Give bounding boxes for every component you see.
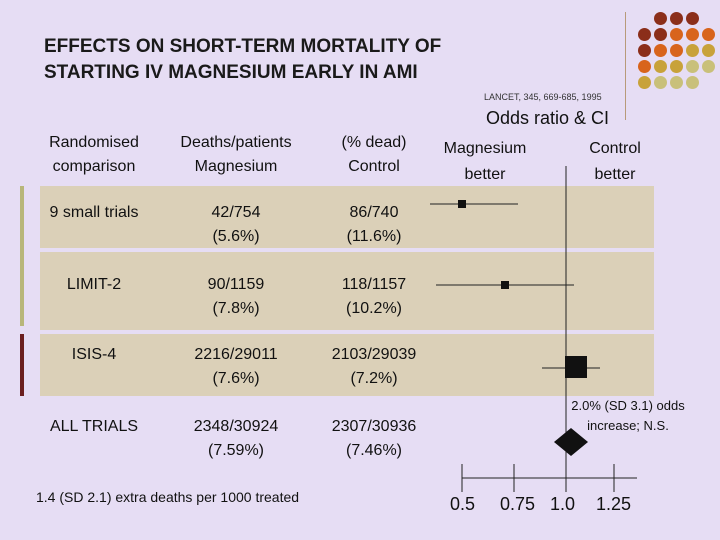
decorative-dot: [638, 44, 651, 57]
header-control: (% dead) Control: [316, 131, 432, 179]
decorative-dot: [638, 60, 651, 73]
control-percent: (7.46%): [345, 442, 403, 459]
footnote: 1.4 (SD 2.1) extra deaths per 1000 treat…: [36, 489, 300, 505]
control-count: 2307/30936: [331, 418, 417, 435]
all-trials-note-line-1: 2.0% (SD 3.1) odds: [571, 398, 685, 413]
header-deaths-line-2: Magnesium: [194, 158, 278, 175]
x-tick-label: 0.75: [500, 494, 536, 514]
estimate-marker-small-trials: [458, 200, 466, 208]
header-comparison: Randomised comparison: [36, 131, 152, 179]
control-percent: (7.2%): [350, 370, 398, 387]
title-line-2: STARTING IV MAGNESIUM EARLY IN AMI: [44, 62, 418, 83]
x-tick-label: 1.25: [596, 494, 632, 514]
magnesium-percent: (7.6%): [212, 370, 260, 387]
decorative-dot: [654, 44, 667, 57]
decorative-dot: [686, 44, 699, 57]
row-label-all-trials: ALL TRIALS: [49, 418, 139, 435]
decorative-dot: [702, 44, 715, 57]
decorative-dot: [654, 76, 667, 89]
control-better-line-2: better: [594, 166, 636, 183]
row-magnesium-small-trials: 42/754 (5.6%): [176, 201, 296, 249]
estimate-marker-isis-4: [565, 356, 587, 378]
vertical-divider-line: [625, 12, 626, 120]
estimate-diamond-all-trials: [554, 428, 588, 456]
row-control-all-trials: 2307/30936 (7.46%): [314, 415, 434, 463]
magnesium-count: 42/754: [211, 204, 261, 221]
row-label-limit-2: LIMIT-2: [66, 276, 122, 293]
row-magnesium-isis-4: 2216/29011 (7.6%): [176, 343, 296, 391]
magnesium-better-line-1: Magnesium: [443, 140, 527, 157]
all-trials-note-line-2: increase; N.S.: [587, 418, 669, 433]
estimate-marker-limit-2: [501, 281, 509, 289]
decorative-dot: [686, 60, 699, 73]
magnesium-count: 2216/29011: [194, 346, 278, 363]
control-percent: (10.2%): [345, 300, 403, 317]
row-label-isis-4: ISIS-4: [71, 346, 117, 363]
row-accent-bar-upper: [20, 186, 24, 326]
all-trials-note: 2.0% (SD 3.1) odds increase; N.S.: [570, 396, 686, 436]
decorative-dot: [670, 28, 683, 41]
decorative-dot: [686, 76, 699, 89]
decorative-dot: [654, 28, 667, 41]
row-band-isis-4: [40, 334, 654, 396]
magnesium-count: 90/1159: [207, 276, 265, 293]
decorative-dot: [670, 12, 683, 25]
row-label-small-trials: 9 small trials: [49, 204, 139, 221]
magnesium-percent: (5.6%): [212, 228, 260, 245]
row-band-limit-2: [40, 252, 654, 330]
header-magnesium-better: Magnesium better: [430, 136, 540, 188]
control-percent: (11.6%): [346, 228, 402, 245]
control-count: 86/740: [349, 204, 399, 221]
row-control-limit-2: 118/1157 (10.2%): [314, 273, 434, 321]
magnesium-better-line-2: better: [464, 166, 506, 183]
header-control-better: Control better: [570, 136, 660, 188]
row-accent-bar-lower: [20, 334, 24, 396]
row-magnesium-limit-2: 90/1159 (7.8%): [176, 273, 296, 321]
decorative-dot: [686, 12, 699, 25]
title-line-1: EFFECTS ON SHORT-TERM MORTALITY OF: [44, 36, 442, 57]
decorative-dot: [702, 60, 715, 73]
decorative-dot: [670, 76, 683, 89]
header-deaths-line-1: Deaths/patients: [180, 134, 292, 151]
control-better-line-1: Control: [589, 140, 641, 157]
row-control-small-trials: 86/740 (11.6%): [314, 201, 434, 249]
decorative-dot: [686, 28, 699, 41]
row-band-small-trials: [40, 186, 654, 248]
decorative-dot: [638, 28, 651, 41]
magnesium-percent: (7.59%): [207, 442, 265, 459]
decorative-dot: [670, 60, 683, 73]
control-count: 118/1157: [341, 276, 407, 293]
header-comparison-line-2: comparison: [52, 158, 136, 175]
page-title: EFFECTS ON SHORT-TERM MORTALITY OF START…: [44, 34, 604, 86]
magnesium-count: 2348/30924: [193, 418, 279, 435]
magnesium-percent: (7.8%): [212, 300, 260, 317]
x-tick-label: 1.0: [550, 494, 576, 514]
x-tick-label: 0.5: [450, 494, 476, 514]
citation: LANCET, 345, 669-685, 1995: [484, 92, 602, 102]
decorative-dot: [670, 44, 683, 57]
header-control-line-2: Control: [348, 158, 400, 175]
control-count: 2103/29039: [331, 346, 417, 363]
header-deaths-magnesium: Deaths/patients Magnesium: [166, 131, 306, 179]
header-comparison-line-1: Randomised: [49, 134, 139, 151]
decorative-dot: [702, 28, 715, 41]
row-magnesium-all-trials: 2348/30924 (7.59%): [176, 415, 296, 463]
decorative-dot: [638, 76, 651, 89]
row-control-isis-4: 2103/29039 (7.2%): [314, 343, 434, 391]
decorative-dot: [654, 60, 667, 73]
odds-ratio-title: Odds ratio & CI: [486, 108, 610, 128]
decorative-dot: [654, 12, 667, 25]
header-control-line-1: (% dead): [341, 134, 407, 151]
